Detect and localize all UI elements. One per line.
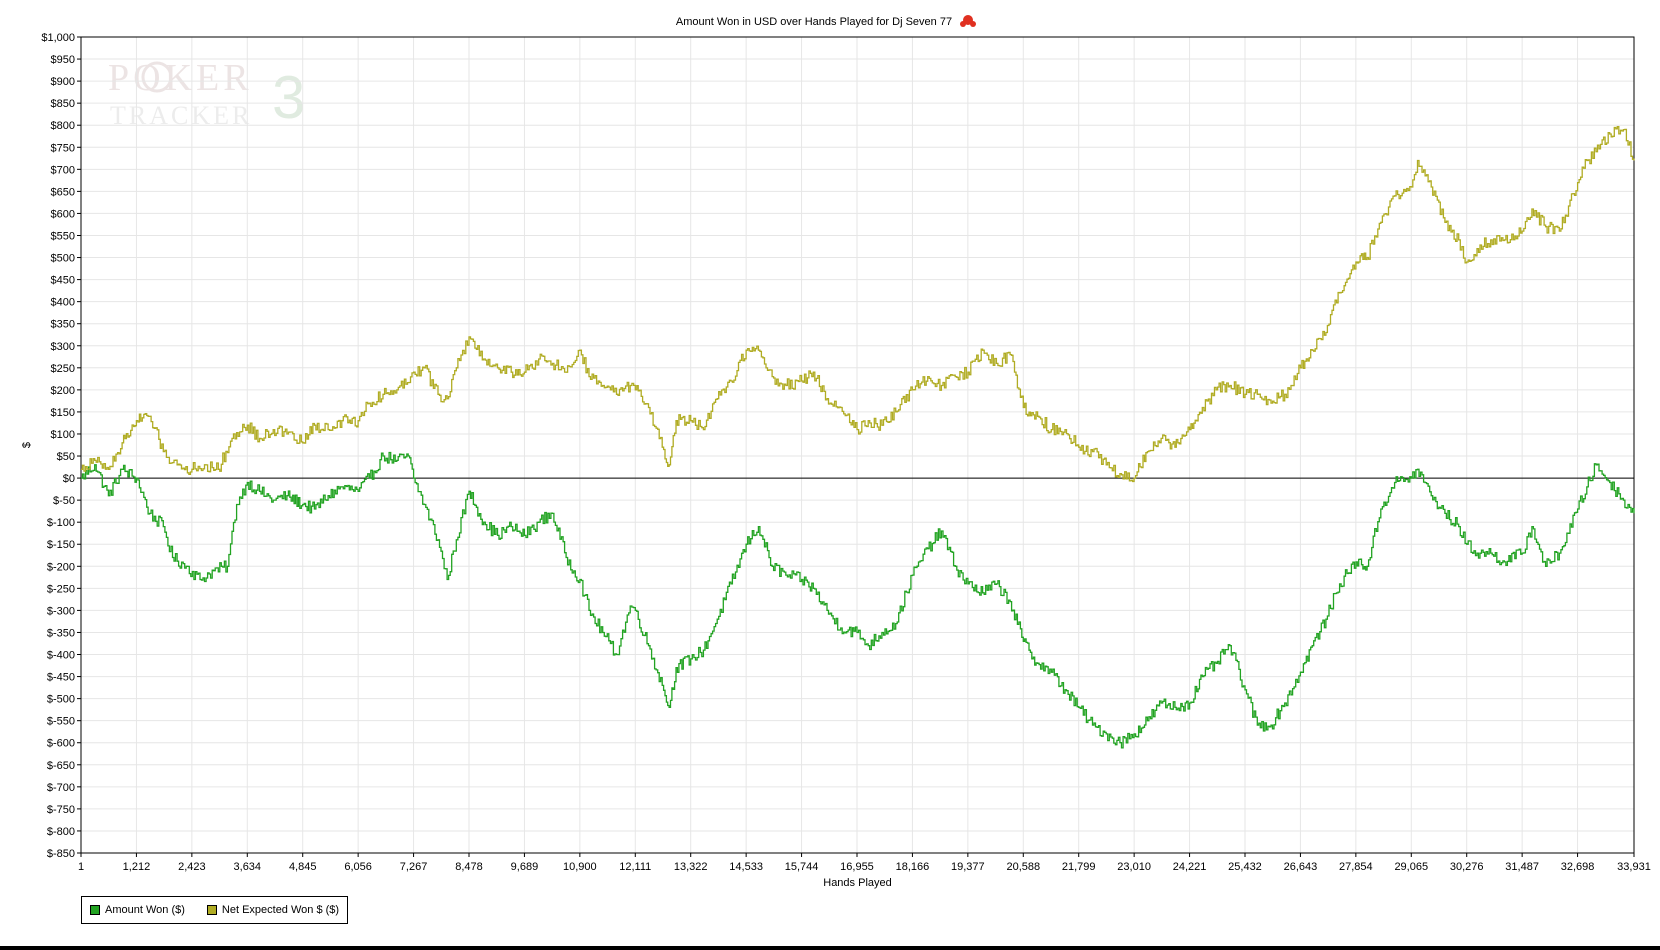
x-axis-tick-labels: 1 1,212 2,423 3,634 4,845 6,056 7,267 8,478 9,68…	[78, 853, 1651, 873]
y-tick-label: $800	[51, 120, 75, 132]
series-line-amount-won	[81, 451, 1635, 749]
y-tick-label: $50	[57, 451, 75, 463]
y-tick-label: $-500	[47, 694, 75, 706]
y-tick-label: $-700	[47, 782, 75, 794]
x-tick-label: 13,322	[674, 861, 708, 873]
legend-label-amount-won: Amount Won ($)	[105, 904, 185, 916]
legend-swatch-net-expected	[206, 905, 217, 915]
y-tick-label: $-300	[47, 605, 75, 617]
y-tick-label: $-150	[47, 539, 75, 551]
y-axis-title: $	[21, 442, 33, 448]
y-tick-label: $950	[51, 54, 75, 66]
y-tick-label: $-250	[47, 583, 75, 595]
y-tick-label: $-650	[47, 760, 75, 772]
y-tick-label: $150	[51, 407, 75, 419]
x-tick-label: 19,377	[951, 861, 985, 873]
series-layer	[81, 126, 1635, 749]
legend-item-amount-won: Amount Won ($)	[90, 904, 185, 916]
x-tick-label: 9,689	[511, 861, 539, 873]
y-tick-label: $250	[51, 363, 75, 375]
x-tick-label: 1,212	[123, 861, 151, 873]
y-tick-label: $900	[51, 76, 75, 88]
series-line-net-expected	[81, 126, 1635, 483]
y-tick-label: $550	[51, 230, 75, 242]
chart-title: Amount Won in USD over Hands Played for …	[676, 16, 952, 28]
x-tick-label: 2,423	[178, 861, 206, 873]
x-tick-label: 26,643	[1284, 861, 1318, 873]
poker-tracker-watermark: POKER TRACKER 3	[108, 57, 305, 131]
y-tick-label: $-100	[47, 517, 75, 529]
y-tick-label: $450	[51, 275, 75, 287]
y-tick-label: $650	[51, 186, 75, 198]
legend-item-net-expected: Net Expected Won $ ($)	[206, 904, 340, 916]
x-tick-label: 3,634	[234, 861, 262, 873]
x-tick-label: 30,276	[1450, 861, 1484, 873]
y-tick-label: $400	[51, 297, 75, 309]
x-tick-label: 7,267	[400, 861, 428, 873]
x-tick-label: 25,432	[1228, 861, 1262, 873]
y-tick-label: $0	[63, 473, 75, 485]
svg-text:POKER: POKER	[108, 57, 253, 99]
x-tick-label: 31,487	[1505, 861, 1539, 873]
y-tick-label: $600	[51, 208, 75, 220]
window-bottom-border	[0, 946, 1660, 950]
y-tick-label: $-800	[47, 826, 75, 838]
x-tick-label: 14,533	[729, 861, 763, 873]
y-tick-label: $850	[51, 98, 75, 110]
y-tick-label: $700	[51, 164, 75, 176]
title-suit-icon	[960, 15, 976, 27]
x-axis-title: Hands Played	[823, 877, 892, 889]
x-tick-label: 20,588	[1006, 861, 1040, 873]
x-tick-label: 10,900	[563, 861, 597, 873]
plot-frame	[80, 36, 1635, 854]
x-tick-label: 21,799	[1062, 861, 1096, 873]
x-tick-label: 12,111	[619, 861, 651, 873]
x-tick-label: 15,744	[785, 861, 819, 873]
y-tick-label: $-350	[47, 627, 75, 639]
legend-swatch-amount-won	[90, 905, 100, 915]
x-tick-label: 33,931	[1617, 861, 1651, 873]
x-tick-label: 1	[78, 861, 84, 873]
y-tick-label: $100	[51, 429, 75, 441]
x-tick-label: 27,854	[1339, 861, 1373, 873]
x-tick-label: 6,056	[344, 861, 372, 873]
x-tick-label: 32,698	[1561, 861, 1595, 873]
x-tick-label: 16,955	[840, 861, 874, 873]
y-tick-label: $1,000	[41, 32, 75, 44]
x-tick-label: 4,845	[289, 861, 317, 873]
y-tick-label: $-750	[47, 804, 75, 816]
y-axis-tick-labels: $1,000 $950 $900 $850 $800 $750 $700 $650 $600 $5…	[41, 32, 81, 860]
y-tick-label: $750	[51, 142, 75, 154]
y-tick-label: $-550	[47, 716, 75, 728]
x-tick-label: 18,166	[896, 861, 930, 873]
y-tick-label: $350	[51, 319, 75, 331]
y-tick-label: $300	[51, 341, 75, 353]
y-tick-label: $500	[51, 253, 75, 265]
y-tick-label: $200	[51, 385, 75, 397]
y-tick-label: $-50	[53, 495, 75, 507]
chart-legend: Amount Won ($) Net Expected Won $ ($)	[81, 896, 349, 924]
y-tick-label: $-850	[47, 848, 75, 860]
chart-grid	[80, 36, 1635, 854]
x-tick-label: 29,065	[1394, 861, 1428, 873]
y-tick-label: $-400	[47, 650, 75, 662]
x-tick-label: 24,221	[1173, 861, 1207, 873]
x-tick-label: 8,478	[455, 861, 483, 873]
x-tick-label: 23,010	[1117, 861, 1151, 873]
svg-text:3: 3	[272, 64, 305, 131]
y-tick-label: $-600	[47, 738, 75, 750]
y-tick-label: $-200	[47, 561, 75, 573]
y-tick-label: $-450	[47, 672, 75, 684]
legend-label-net-expected: Net Expected Won $ ($)	[221, 904, 340, 916]
